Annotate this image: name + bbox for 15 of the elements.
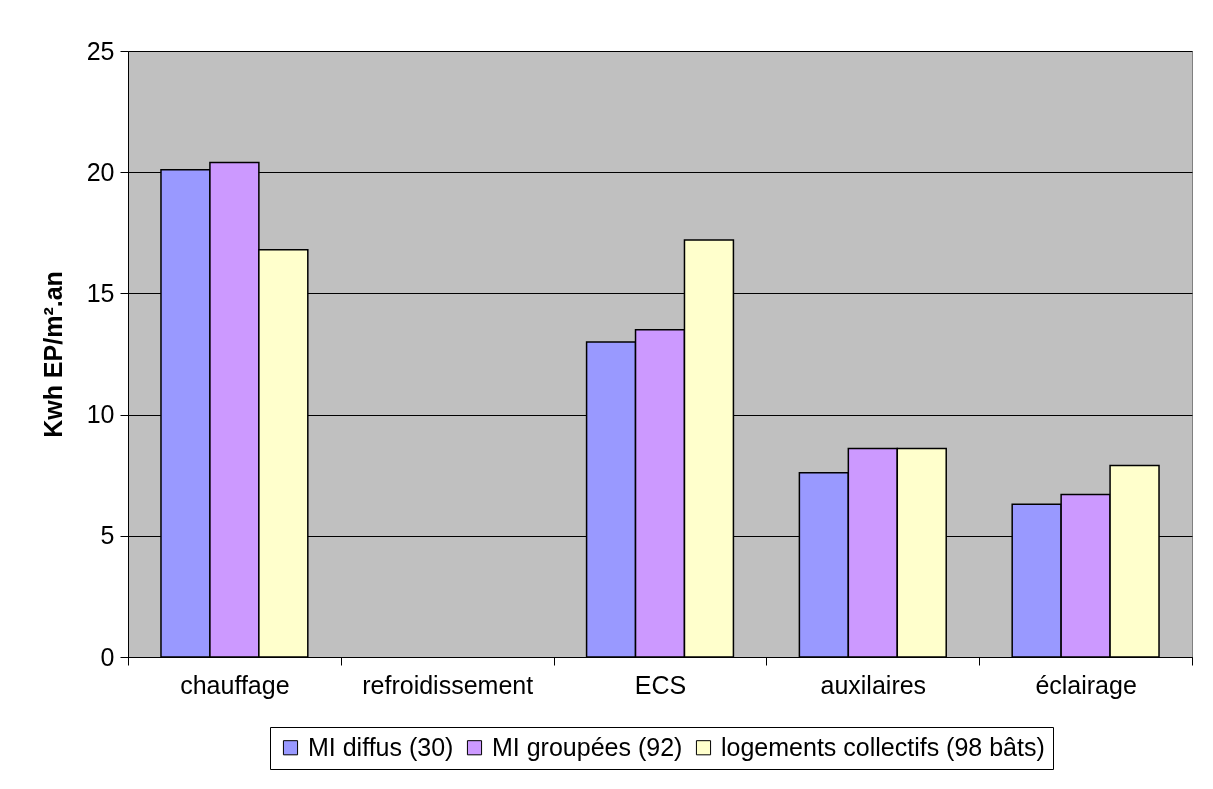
x-tick-label: refroidissement xyxy=(362,670,534,699)
legend-label: MI groupées (92) xyxy=(492,732,683,761)
y-axis-title: Kwh EP/m².an xyxy=(38,271,67,438)
legend-label: MI diffus (30) xyxy=(308,732,454,761)
x-tick-label: ECS xyxy=(634,670,687,699)
x-tick-label: auxilaires xyxy=(820,670,927,699)
x-tick-label: chauffage xyxy=(180,670,290,699)
y-tick-label: 20 xyxy=(86,157,115,186)
legend-label: logements collectifs (98 bâts) xyxy=(721,732,1045,761)
y-tick-label: 25 xyxy=(86,36,115,65)
y-tick-label: 0 xyxy=(100,642,115,671)
x-tick-label: éclairage xyxy=(1035,670,1137,699)
y-tick-label: 15 xyxy=(86,278,115,307)
y-tick-label: 10 xyxy=(86,400,115,429)
y-tick-label: 5 xyxy=(100,521,115,550)
